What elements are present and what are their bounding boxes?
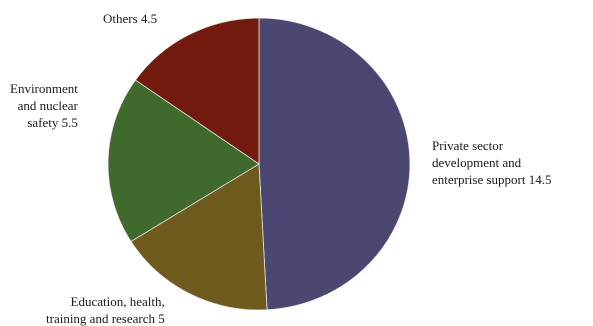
pie-slice-others <box>134 17 260 165</box>
slice-label-line: and nuclear <box>17 98 78 113</box>
slice-label-line: Environment <box>10 81 78 96</box>
slice-label-line: Private sector <box>432 138 504 153</box>
slice-label-line: development and <box>432 155 522 170</box>
slice-label-private-sector: Private sector development and enterpris… <box>432 137 552 188</box>
pie-slice-private-sector-development-and-enterprise-support <box>258 17 411 311</box>
slice-label-line: safety 5.5 <box>27 115 78 130</box>
slice-label-line: training and research 5 <box>46 311 165 326</box>
slice-label-line: enterprise support 14.5 <box>432 172 552 187</box>
slice-label-line: Others 4.5 <box>103 11 158 26</box>
slice-label-others: Others 4.5 <box>103 10 157 27</box>
slice-label-education: Education, health, training and research… <box>46 293 165 326</box>
pie-slice-education-health-training-and-research <box>130 163 268 311</box>
slice-label-line: Education, health, <box>70 294 165 309</box>
pie-slice-environment-and-nuclear-safety <box>107 79 260 242</box>
slice-label-environment: Environment and nuclear safety 5.5 <box>10 80 78 131</box>
